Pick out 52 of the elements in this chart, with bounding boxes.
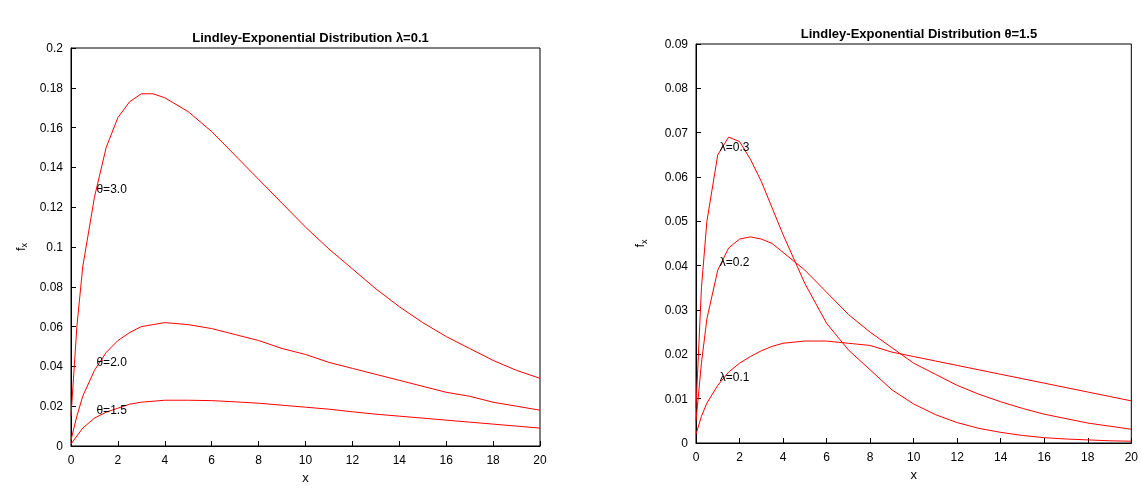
y-tick-label: 0.02 [39,399,64,414]
x-tick-label: 14 [392,453,407,467]
y-tick-label: 0.18 [39,80,64,95]
y-tick-label: 0.08 [664,81,689,96]
y-tick-label: 0.2 [46,41,64,55]
y-tick-label: 0.06 [664,170,689,184]
y-axis-title: fx [12,242,30,252]
x-axis-title: x [302,469,310,485]
series-label: λ=0.1 [719,370,750,385]
chart-title: Lindley-Exponential Distribution θ=1.5 [800,26,1038,41]
x-tick-label: 14 [994,450,1008,464]
x-tick-label: 8 [255,453,263,467]
x-tick-label: 4 [779,450,787,464]
x-tick-label: 4 [161,453,169,467]
x-tick-label: 16 [439,453,454,467]
x-tick-label: 0 [67,453,75,467]
x-tick-label: 10 [906,450,921,464]
y-tick-label: 0.12 [39,200,64,215]
x-tick-label: 16 [1037,450,1052,464]
x-tick-label: 2 [736,450,744,464]
y-axis-title: fx [632,238,649,248]
x-tick-label: 18 [1081,450,1095,464]
y-tick-label: 0 [56,439,64,453]
x-axis-title: x [910,466,918,482]
x-tick-label: 6 [208,453,216,467]
y-tick-label: 0 [681,436,689,450]
series-label: θ=3.0 [96,182,128,197]
x-tick-label: 8 [866,450,874,464]
x-tick-label: 10 [298,453,313,467]
y-tick-label: 0.14 [39,160,64,175]
y-tick-label: 0.01 [664,391,689,406]
series-label: λ=0.2 [719,255,750,270]
x-tick-label: 20 [1124,450,1139,464]
y-tick-label: 0.07 [664,125,689,140]
y-tick-label: 0.04 [39,359,64,374]
y-tick-label: 0.16 [39,120,64,135]
y-tick-label: 0.1 [46,240,64,254]
x-tick-label: 18 [486,453,501,467]
y-tick-label: 0.09 [664,37,689,51]
y-tick-label: 0.08 [39,279,64,294]
x-tick-label: 12 [950,450,965,464]
y-tick-label: 0.02 [664,347,689,362]
y-tick-label: 0.06 [39,319,64,334]
y-tick-label: 0.03 [664,303,689,317]
x-tick-label: 6 [823,450,831,464]
x-tick-label: 2 [114,453,122,467]
x-tick-label: 0 [692,450,700,464]
y-tick-label: 0.05 [664,214,689,229]
chart-title: Lindley-Exponential Distribution λ=0.1 [192,30,429,45]
x-tick-label: 20 [533,453,547,467]
x-tick-label: 12 [345,453,360,467]
y-tick-label: 0.04 [664,258,689,273]
